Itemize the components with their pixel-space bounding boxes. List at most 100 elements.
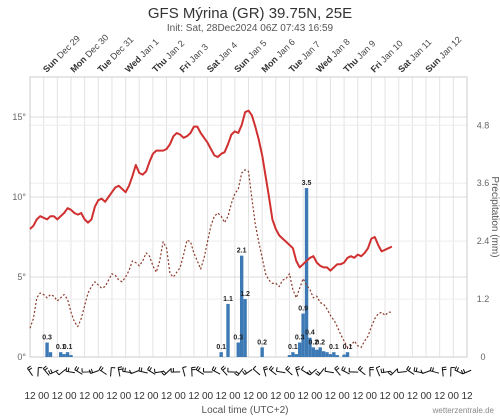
wind-barb-feather <box>431 367 435 372</box>
wind-barb <box>182 367 186 377</box>
wind-barb <box>276 370 286 374</box>
wind-barb-feather <box>387 372 392 376</box>
wind-barb-feather <box>100 367 104 372</box>
wind-barb <box>422 370 431 374</box>
precipitation-bar-label: 0.2 <box>257 339 267 346</box>
wind-barb <box>301 369 310 375</box>
precipitation-bar <box>48 352 53 357</box>
series-line-dotted <box>29 169 392 348</box>
x-tick-label: 12 <box>188 391 200 402</box>
wind-barb-feather <box>220 365 225 370</box>
precipitation-bar <box>308 337 312 357</box>
wind-barb-feather <box>357 365 362 370</box>
wind-barb-feather <box>286 367 291 371</box>
wind-barb-feather <box>296 368 301 371</box>
wind-barb-feather <box>162 370 167 374</box>
wind-barb-feather <box>222 367 227 371</box>
wind-barb <box>110 367 112 377</box>
precipitation-bar-label: 0.1 <box>329 344 339 351</box>
wind-barb-feather <box>460 369 464 374</box>
y-tick-label-left: 0° <box>17 352 26 362</box>
wind-barb-feather <box>359 367 363 371</box>
x-tick-label: 12 <box>352 391 364 402</box>
precipitation-bar <box>342 354 346 357</box>
wind-barb-feather <box>413 367 416 372</box>
wind-barb-feather <box>129 369 132 374</box>
y-axis-right-label: Precipitation (mm) <box>489 176 500 257</box>
precipitation-bar <box>45 342 49 357</box>
wind-barb-feather <box>316 370 321 375</box>
wind-barb-feather <box>27 365 31 369</box>
x-axis-ticks: 12 00 12 00 12 00 12 00 12 00 12 00 12 00 12 00 12 00 12 00… <box>24 391 473 402</box>
wind-barb <box>285 368 293 376</box>
x-tick-label: 00 <box>202 391 214 402</box>
wind-barb <box>42 368 50 376</box>
wind-barb <box>252 368 261 376</box>
credit-text: wetterzentrale.de <box>432 406 495 415</box>
wind-barb-feather <box>389 370 393 374</box>
wind-barbs <box>27 365 472 377</box>
precipitation-bar <box>260 347 264 357</box>
wind-barb-feather <box>149 367 152 372</box>
x-tick-label: 00 <box>175 391 187 402</box>
wind-barb-feather <box>195 365 199 370</box>
precipitation-bar-label: 1.2 <box>240 291 250 298</box>
precipitation-bar <box>294 354 298 357</box>
wind-barb-feather <box>243 369 248 374</box>
wind-barb-feather <box>161 371 165 376</box>
x-tick-label: 12 <box>216 391 228 402</box>
series-line-solid <box>29 109 393 272</box>
wind-barb <box>154 370 165 374</box>
precipitation-bar <box>321 351 326 357</box>
wind-barb <box>244 369 253 375</box>
chart-subtitle: Init: Sat, 28Dec2024 06Z 07:43 16:59 <box>167 23 334 34</box>
x-tick-label: 00 <box>93 391 105 402</box>
precipitation-bar-label: 1.1 <box>223 296 233 303</box>
wind-barb <box>163 368 172 376</box>
wind-barb-feather <box>462 368 466 374</box>
precipitation-bar-label: 0.1 <box>216 344 226 351</box>
precipitation-bar <box>69 355 73 357</box>
wind-barb-feather <box>28 367 33 371</box>
wind-barb-feather <box>153 368 156 373</box>
x-tick-label: 12 <box>434 391 446 402</box>
wind-barb <box>50 369 59 375</box>
precipitation-bar <box>301 313 305 357</box>
precipitation-bar <box>239 255 244 357</box>
wind-barb-feather <box>380 368 383 373</box>
wind-barb-feather <box>408 367 412 372</box>
wind-barb <box>262 367 267 377</box>
precipitation-bar <box>243 299 247 357</box>
precipitation-bar <box>318 347 322 357</box>
y-tick-label-right: 4.8 <box>477 120 490 130</box>
y-tick-label-left: 5° <box>17 272 26 282</box>
wind-barb <box>430 370 440 374</box>
wind-barb-feather <box>118 366 123 369</box>
wind-barb-feather <box>270 367 274 371</box>
wind-barb-feather <box>285 365 289 370</box>
precipitation-bar-label: 0.1 <box>288 344 298 351</box>
precipitation-bars <box>45 188 350 357</box>
wind-barb <box>454 369 464 375</box>
x-tick-label: 00 <box>38 391 50 402</box>
wind-barb <box>318 368 325 376</box>
y-tick-label-right: 2.4 <box>477 236 490 246</box>
y-tick-label-right: 3.6 <box>477 178 490 188</box>
wind-barb-feather <box>324 367 327 372</box>
precipitation-bar <box>311 347 316 357</box>
y-axis-left: 0° 5° 10° 15° <box>12 112 26 362</box>
wind-barb-feather <box>50 369 53 374</box>
wind-barb-feather <box>235 371 240 375</box>
wind-barb-feather <box>315 372 319 376</box>
wind-barb <box>375 367 381 377</box>
wind-barb-feather <box>456 367 460 372</box>
precipitation-bar <box>65 352 70 357</box>
precipitation-bar-label: 0.3 <box>233 335 243 342</box>
precipitation-bar-label: 0.9 <box>298 306 308 313</box>
x-tick-label: 00 <box>120 391 132 402</box>
y-tick-label-right: 1.2 <box>477 294 490 304</box>
wind-barb <box>381 370 391 374</box>
precipitation-bar <box>298 342 302 357</box>
wind-barb-feather <box>268 365 273 370</box>
